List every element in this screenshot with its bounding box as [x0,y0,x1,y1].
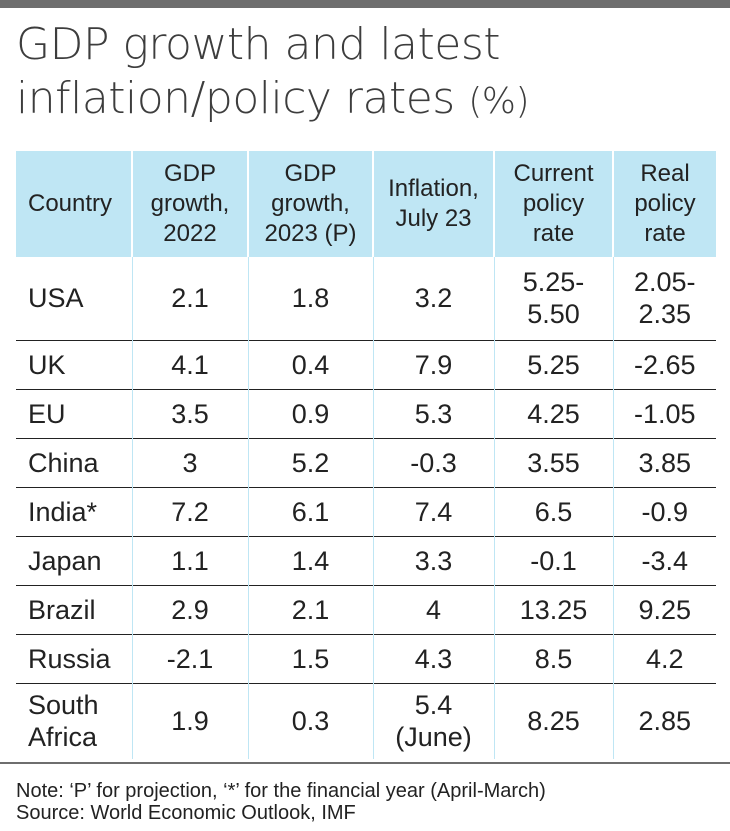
value-cell: -2.1 [131,633,249,683]
value-cell: 4.3 [372,633,495,683]
value-cell: 3.85 [612,437,716,487]
value-cell: -0.3 [372,437,495,487]
value-cell: 7.9 [372,339,495,389]
value-cell: 7.2 [131,486,249,536]
country-cell: Brazil [16,584,133,634]
value-cell: 5.4 (June) [372,682,495,759]
value-cell: 5.25- 5.50 [493,257,614,340]
note-text: Note: ‘P’ for projection, ‘*’ for the fi… [16,780,546,802]
value-cell: 1.4 [247,535,374,585]
title-line-2: inflation/policy rates (%) [16,72,716,129]
value-cell: 1.9 [131,682,249,759]
page-title: GDP growth and latest inflation/policy r… [16,18,716,129]
country-cell: China [16,437,133,487]
title-unit: (%) [468,81,530,122]
value-cell: 0.9 [247,388,374,438]
title-line-2-text: inflation/policy rates [16,73,455,124]
value-cell: 4 [372,584,495,634]
value-cell: 3.55 [493,437,614,487]
value-cell: 5.2 [247,437,374,487]
table-row: UK 4.1 0.4 7.9 5.25 -2.65 [16,339,716,389]
column-header-3: Inflation, July 23 [372,151,495,257]
country-cell: UK [16,339,133,389]
value-cell: 1.1 [131,535,249,585]
country-cell: Japan [16,535,133,585]
table-header: Country GDP growth, 2022 GDP growth, 2023 … [16,151,716,257]
table-row: Japan 1.1 1.4 3.3 -0.1 -3.4 [16,535,716,585]
value-cell: 1.8 [247,257,374,340]
data-table: Country GDP growth, 2022 GDP growth, 2023 … [16,151,716,759]
value-cell: -0.9 [612,486,716,536]
footnote: Note: ‘P’ for projection, ‘*’ for the fi… [16,780,716,824]
value-cell: 3.2 [372,257,495,340]
source-text: Source: World Economic Outlook, IMF [16,802,356,824]
country-cell: USA [16,257,133,340]
value-cell: 1.5 [247,633,374,683]
value-cell: 2.9 [131,584,249,634]
value-cell: 2.1 [247,584,374,634]
value-cell: 4.1 [131,339,249,389]
value-cell: 4.2 [612,633,716,683]
title-line-1: GDP growth and latest [16,19,501,70]
header-row: Country GDP growth, 2022 GDP growth, 2023 … [16,151,716,257]
table-row: EU 3.5 0.9 5.3 4.25 -1.05 [16,388,716,438]
value-cell: 2.85 [612,682,716,759]
table-row: Russia -2.1 1.5 4.3 8.5 4.2 [16,633,716,683]
table-row: Brazil 2.9 2.1 4 13.25 9.25 [16,584,716,634]
value-cell: 8.5 [493,633,614,683]
value-cell: 6.5 [493,486,614,536]
value-cell: -1.05 [612,388,716,438]
value-cell: 5.3 [372,388,495,438]
value-cell: 2.1 [131,257,249,340]
top-rule [0,0,730,8]
value-cell: 3 [131,437,249,487]
value-cell: 6.1 [247,486,374,536]
value-cell: 9.25 [612,584,716,634]
table-row: South Africa 1.9 0.3 5.4 (June) 8.25 2.85 [16,682,716,759]
country-cell: India* [16,486,133,536]
value-cell: -0.1 [493,535,614,585]
country-cell: Russia [16,633,133,683]
value-cell: 5.25 [493,339,614,389]
column-header-5: Real policy rate [612,151,716,257]
value-cell: 13.25 [493,584,614,634]
table-row: India* 7.2 6.1 7.4 6.5 -0.9 [16,486,716,536]
column-header-2: GDP growth, 2023 (P) [247,151,374,257]
country-cell: EU [16,388,133,438]
value-cell: 0.3 [247,682,374,759]
footer-rule [0,762,730,764]
table-row: USA 2.1 1.8 3.2 5.25- 5.50 2.05- 2.35 [16,257,716,340]
value-cell: -2.65 [612,339,716,389]
value-cell: 4.25 [493,388,614,438]
value-cell: 8.25 [493,682,614,759]
value-cell: 3.3 [372,535,495,585]
country-cell: South Africa [16,682,133,759]
value-cell: 2.05- 2.35 [612,257,716,340]
value-cell: -3.4 [612,535,716,585]
value-cell: 3.5 [131,388,249,438]
column-header-4: Current policy rate [493,151,614,257]
data-table-container: Country GDP growth, 2022 GDP growth, 2023 … [16,151,716,759]
value-cell: 7.4 [372,486,495,536]
column-header-1: GDP growth, 2022 [131,151,249,257]
table-row: China 3 5.2 -0.3 3.55 3.85 [16,437,716,487]
table-body: USA 2.1 1.8 3.2 5.25- 5.50 2.05- 2.35 UK 4.1 0.4… [16,257,716,759]
value-cell: 0.4 [247,339,374,389]
column-header-0: Country [16,151,133,257]
